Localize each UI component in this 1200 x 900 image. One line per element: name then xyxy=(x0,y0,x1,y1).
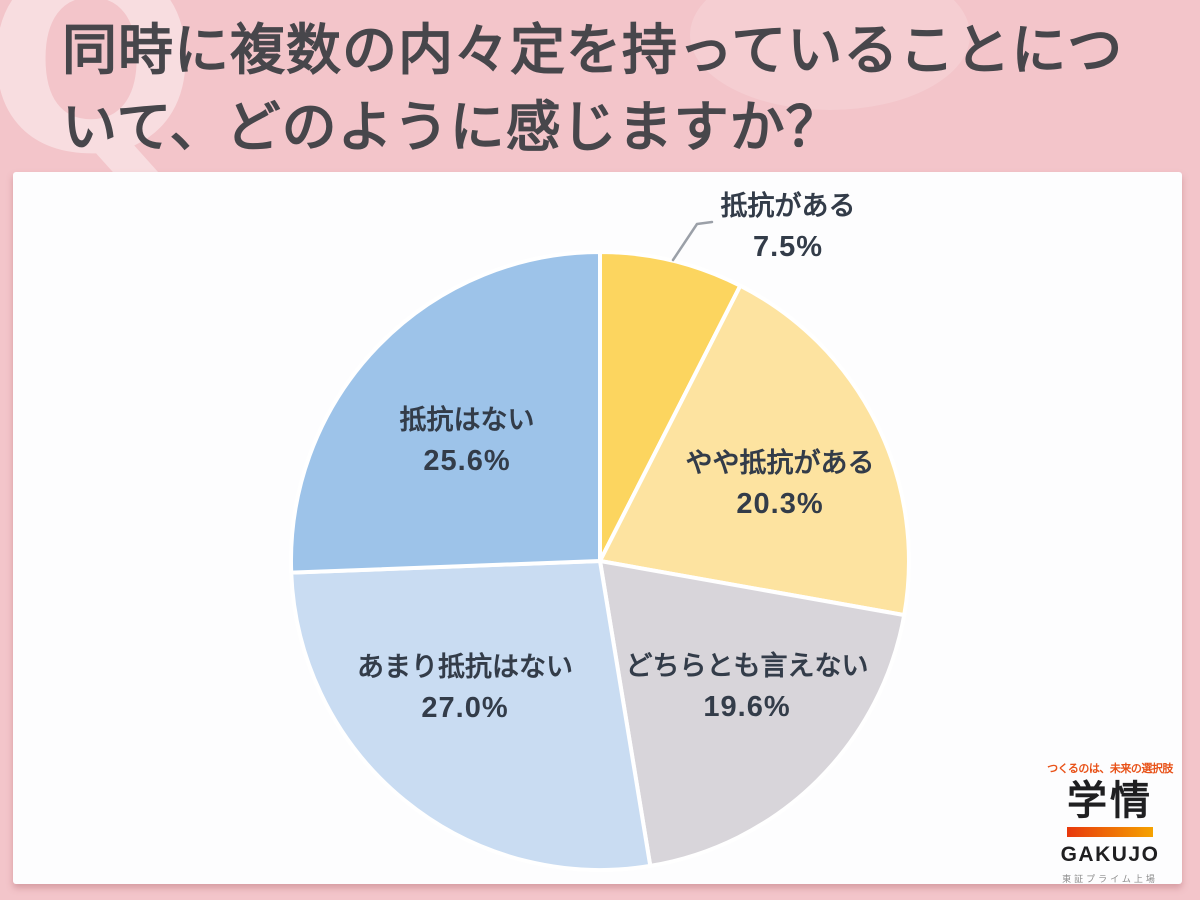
pie-label-4: 抵抗はない 25.6% xyxy=(400,400,535,482)
pie-label-value: 20.3% xyxy=(736,488,824,520)
pie-label-value: 7.5% xyxy=(752,231,824,263)
leader-line xyxy=(671,220,714,262)
chart-panel: 抵抗がある 7.5% やや抵抗がある 20.3% どちらとも言えない 19.6% あまり抵抗… xyxy=(13,172,1182,884)
pie-label-name: やや抵抗がある xyxy=(685,448,875,478)
logo-tagline: つくるのは、未来の選択肢 xyxy=(1047,763,1173,775)
pie-slices xyxy=(288,250,911,872)
pie-label-value: 19.6% xyxy=(703,691,791,723)
logo-gradient-bar xyxy=(1067,827,1153,837)
pie-slice-3 xyxy=(289,559,653,872)
logo-name-latin: GAKUJO xyxy=(1060,843,1160,866)
question-title-line2: いて、どのように感じますか？ xyxy=(62,96,842,158)
pie-slice-2 xyxy=(598,559,907,868)
pie-label-name: 抵抗はない xyxy=(399,405,535,435)
pie-slice-4 xyxy=(288,250,602,575)
logo-name-kanji: 学情 xyxy=(1067,779,1153,823)
pie-chart xyxy=(288,220,911,872)
q-watermark: Q xyxy=(0,0,199,210)
pie-label-1: やや抵抗がある 20.3% xyxy=(686,443,875,525)
pie-label-value: 27.0% xyxy=(421,692,509,724)
pie-labels: 抵抗がある 7.5% やや抵抗がある 20.3% どちらとも言えない 19.6% あまり抵抗… xyxy=(13,172,1182,884)
pie-label-3: あまり抵抗はない 27.0% xyxy=(357,647,573,729)
question-title: 同時に複数の内々定を持っていることにつ いて、どのように感じますか？ xyxy=(62,12,1123,166)
pie-label-name: どちらとも言えない xyxy=(625,651,869,681)
pie-label-0: 抵抗がある 7.5% xyxy=(721,186,856,268)
pie-label-value: 25.6% xyxy=(423,445,511,477)
pie-label-name: 抵抗がある xyxy=(720,191,856,221)
pie-label-name: あまり抵抗はない xyxy=(357,652,573,682)
pie-label-2: どちらとも言えない 19.6% xyxy=(626,646,869,728)
pie-slice-1 xyxy=(598,283,911,618)
question-title-line1: 同時に複数の内々定を持っていることにつ xyxy=(62,19,1124,81)
gakujo-logo: つくるのは、未来の選択肢 学情 GAKUJO 東証プライム上場 xyxy=(1043,760,1177,885)
logo-listing-label: 東証プライム上場 xyxy=(1062,874,1158,884)
